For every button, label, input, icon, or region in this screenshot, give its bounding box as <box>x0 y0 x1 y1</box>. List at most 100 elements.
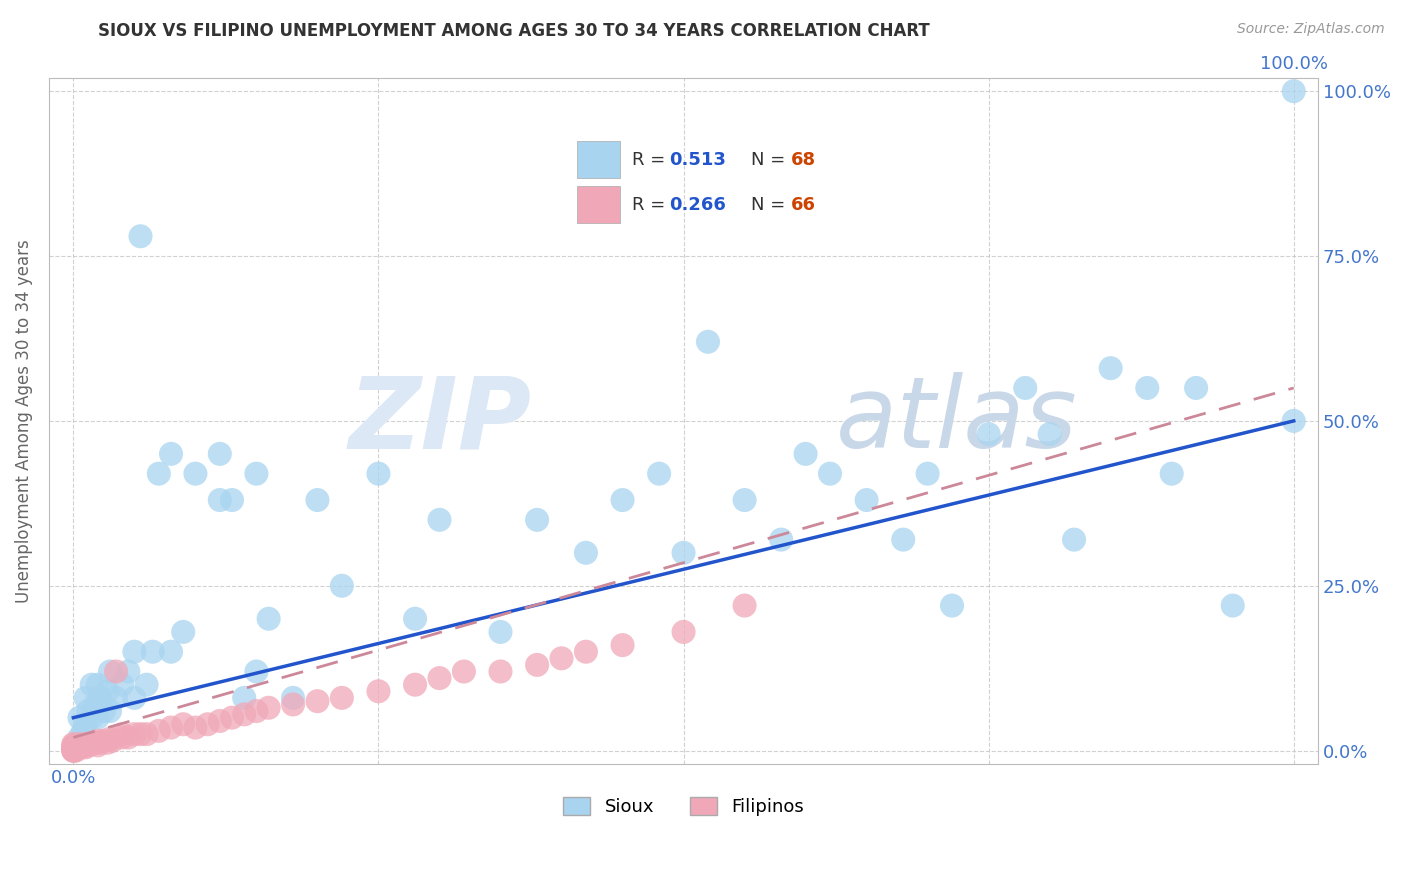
Text: N =: N = <box>751 195 792 214</box>
Y-axis label: Unemployment Among Ages 30 to 34 years: Unemployment Among Ages 30 to 34 years <box>15 239 32 603</box>
Point <box>818 467 841 481</box>
Point <box>526 657 548 672</box>
Point <box>124 690 146 705</box>
Point <box>281 690 304 705</box>
Point <box>62 744 84 758</box>
Point <box>124 645 146 659</box>
Point <box>105 665 128 679</box>
Point <box>77 739 100 753</box>
Point <box>257 612 280 626</box>
Point <box>98 665 121 679</box>
Point <box>148 723 170 738</box>
Point <box>429 671 451 685</box>
Point <box>65 744 87 758</box>
Point <box>172 717 194 731</box>
Point <box>105 690 128 705</box>
Point <box>367 684 389 698</box>
Point <box>87 711 110 725</box>
Point <box>111 731 134 745</box>
Point <box>404 678 426 692</box>
Text: atlas: atlas <box>835 373 1077 469</box>
Point <box>80 711 103 725</box>
Point <box>84 698 107 712</box>
Text: Source: ZipAtlas.com: Source: ZipAtlas.com <box>1237 22 1385 37</box>
Point <box>1282 84 1305 98</box>
Point <box>770 533 793 547</box>
Point <box>197 717 219 731</box>
Point <box>734 493 756 508</box>
Point <box>221 711 243 725</box>
Point <box>117 731 139 745</box>
Point <box>245 704 267 718</box>
Text: 0.266: 0.266 <box>669 195 725 214</box>
Point <box>1099 361 1122 376</box>
Point <box>66 741 89 756</box>
Point <box>67 741 90 756</box>
Text: SIOUX VS FILIPINO UNEMPLOYMENT AMONG AGES 30 TO 34 YEARS CORRELATION CHART: SIOUX VS FILIPINO UNEMPLOYMENT AMONG AGE… <box>98 22 931 40</box>
Point <box>62 744 84 758</box>
Point <box>67 739 90 753</box>
Point <box>129 727 152 741</box>
Point <box>84 736 107 750</box>
Point <box>69 739 91 754</box>
Point <box>1039 427 1062 442</box>
Point <box>550 651 572 665</box>
Point <box>62 741 84 756</box>
Point <box>62 741 84 756</box>
Point <box>93 733 115 747</box>
Point <box>87 733 110 747</box>
Point <box>1282 414 1305 428</box>
Point <box>87 678 110 692</box>
Point <box>307 694 329 708</box>
Point <box>1063 533 1085 547</box>
Point <box>233 690 256 705</box>
Text: ZIP: ZIP <box>349 373 531 469</box>
Point <box>208 447 231 461</box>
Point <box>69 711 91 725</box>
Bar <box>578 141 620 178</box>
Point <box>977 427 1000 442</box>
Point <box>62 742 84 756</box>
Point <box>160 721 183 735</box>
Point <box>245 467 267 481</box>
Point <box>62 737 84 751</box>
Point <box>648 467 671 481</box>
Point <box>101 733 124 747</box>
Point <box>917 467 939 481</box>
Point <box>62 739 84 753</box>
Point <box>307 493 329 508</box>
Point <box>245 665 267 679</box>
Point <box>367 467 389 481</box>
Point <box>257 700 280 714</box>
Point <box>453 665 475 679</box>
Point <box>111 727 134 741</box>
Point <box>734 599 756 613</box>
Point <box>70 739 93 753</box>
Point <box>1222 599 1244 613</box>
Point <box>73 738 96 752</box>
Text: N =: N = <box>751 151 792 169</box>
Point <box>281 698 304 712</box>
Point <box>1160 467 1182 481</box>
Legend: Sioux, Filipinos: Sioux, Filipinos <box>555 789 811 823</box>
Point <box>855 493 877 508</box>
Point <box>330 690 353 705</box>
Point <box>87 739 110 753</box>
Point <box>75 740 97 755</box>
Point <box>69 731 91 745</box>
Point <box>77 737 100 751</box>
Text: 68: 68 <box>790 151 815 169</box>
Point <box>489 665 512 679</box>
Point <box>148 467 170 481</box>
Point <box>697 334 720 349</box>
Point <box>142 645 165 659</box>
Point <box>172 624 194 639</box>
Point <box>80 736 103 750</box>
Point <box>612 493 634 508</box>
Point <box>129 229 152 244</box>
Point <box>75 737 97 751</box>
Point <box>75 717 97 731</box>
Point <box>941 599 963 613</box>
Point <box>1185 381 1208 395</box>
Point <box>80 678 103 692</box>
